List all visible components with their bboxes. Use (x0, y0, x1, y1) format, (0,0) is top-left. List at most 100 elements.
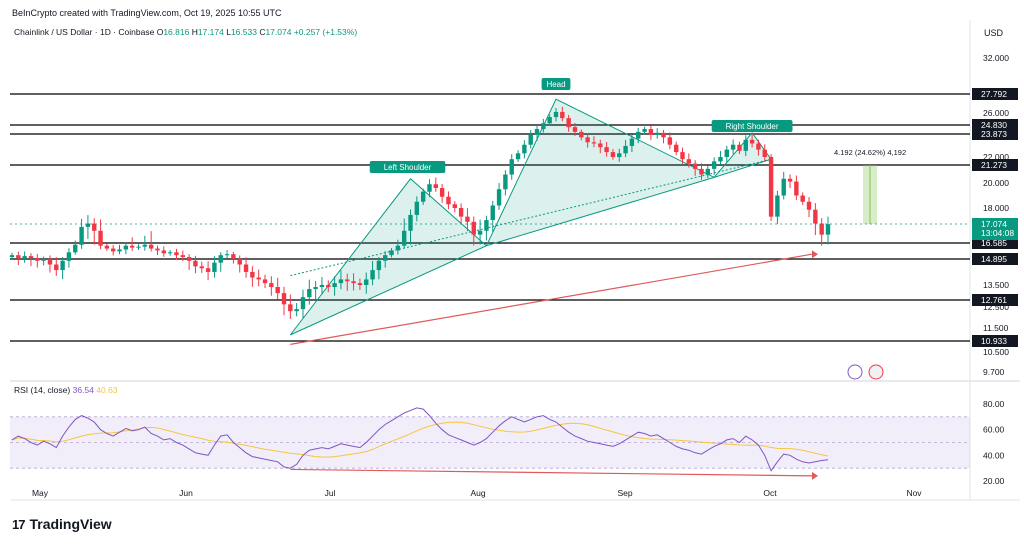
level-price-label: 21.273 (981, 160, 1007, 170)
rsi-tick-label: 20.00 (983, 476, 1005, 486)
candle-body (180, 255, 185, 258)
level-price-label: 24.830 (981, 120, 1007, 130)
candle-body (142, 244, 148, 247)
candle-body (629, 138, 635, 146)
candle-body (148, 244, 154, 249)
current-price-tag (972, 218, 1018, 240)
candle-body (724, 149, 729, 157)
candle-body (661, 132, 666, 138)
level-price-tag (972, 159, 1018, 171)
level-price-tag (972, 253, 1018, 265)
candle-body (161, 250, 167, 254)
candle-body (806, 201, 812, 210)
candle-body (452, 204, 457, 208)
level-price-tag (972, 88, 1018, 100)
candle-body (427, 184, 432, 192)
rsi-moving-average (11, 421, 829, 458)
rsi-tick-label: 60.00 (983, 425, 1005, 435)
candle-body (231, 254, 236, 259)
price-tick-label: 32.000 (983, 53, 1009, 63)
candle-body (73, 244, 78, 253)
candle-body (743, 139, 748, 151)
level-price-label: 12.761 (981, 295, 1007, 305)
candle-body (730, 144, 736, 150)
level-price-tag (972, 128, 1018, 140)
candle-body (642, 129, 647, 132)
time-tick-label: May (32, 488, 49, 498)
tradingview-brand: 17 TradingView (12, 516, 112, 532)
candle-body (699, 168, 704, 175)
candle-body (41, 258, 46, 261)
candle-body (364, 279, 369, 285)
candle-body (307, 289, 312, 298)
time-tick-label: Sep (617, 488, 632, 498)
right-shoulder-label: Right Shoulder (726, 122, 779, 131)
candle-body (117, 249, 122, 252)
candle-body (579, 131, 584, 138)
high-label: H (191, 27, 198, 37)
candle-body (775, 195, 780, 217)
change-value: +0.257 (+1.53%) (293, 27, 358, 37)
events-icon (847, 364, 863, 380)
candle-body (288, 304, 293, 312)
candle-body (243, 264, 249, 272)
candle-body (617, 153, 622, 157)
candle-body (54, 264, 59, 271)
candle-body (509, 159, 514, 175)
candle-body (598, 143, 603, 148)
candle-body (528, 134, 533, 145)
candle-body (319, 285, 325, 288)
candle-body (370, 270, 375, 280)
candle-body (174, 252, 179, 256)
symbol-title[interactable]: Chainlink / US Dollar · 1D · Coinbase (14, 27, 155, 37)
candle-body (433, 184, 439, 188)
candle-body (813, 209, 818, 224)
time-tick-label: Oct (763, 488, 777, 498)
candle-body (477, 230, 483, 235)
candle-body (819, 223, 824, 235)
candle-body (692, 163, 698, 169)
candle-body (129, 245, 135, 248)
candle-body (262, 279, 268, 284)
candle-body (123, 245, 129, 250)
candle-body (591, 142, 597, 144)
price-tick-label: 18.000 (983, 203, 1009, 213)
candle-body (439, 188, 445, 197)
candle-body (28, 256, 34, 258)
candle-body (560, 111, 565, 119)
left-shoulder-label: Left Shoulder (384, 163, 432, 172)
candle-body (136, 246, 141, 248)
rsi-trendline (290, 468, 813, 477)
price-tick-label: 11.500 (983, 323, 1009, 333)
candle-body (446, 196, 451, 205)
candle-body (414, 201, 420, 215)
rsi-line (11, 407, 829, 472)
candle-body (673, 144, 679, 153)
candle-body (515, 153, 521, 160)
candle-body (269, 283, 274, 288)
candle-body (22, 256, 27, 258)
countdown-label: 13:04:08 (981, 228, 1014, 238)
candle-body (566, 118, 571, 128)
candle-body (781, 178, 786, 196)
time-tick-label: Jun (179, 488, 193, 498)
candle-body (313, 287, 318, 290)
rsi-avg-value: 40.63 (96, 385, 118, 395)
candle-body (395, 245, 401, 251)
open-value: 16.816 (163, 27, 190, 37)
candle-body (186, 257, 192, 261)
price-trendline (290, 253, 813, 345)
candle-body (66, 252, 72, 261)
candle-body (47, 258, 53, 265)
candle-body (345, 279, 350, 282)
open-label: O (156, 27, 164, 37)
currency-label[interactable]: USD (984, 28, 1004, 38)
rsi-label[interactable]: RSI (14, close) (14, 385, 71, 395)
candle-body (794, 181, 799, 196)
candle-body (636, 131, 641, 139)
candle-body (610, 152, 616, 157)
candle-body (294, 309, 299, 312)
candle-body (351, 281, 356, 284)
symbol-legend: Chainlink / US Dollar · 1D · Coinbase O1… (14, 27, 357, 37)
